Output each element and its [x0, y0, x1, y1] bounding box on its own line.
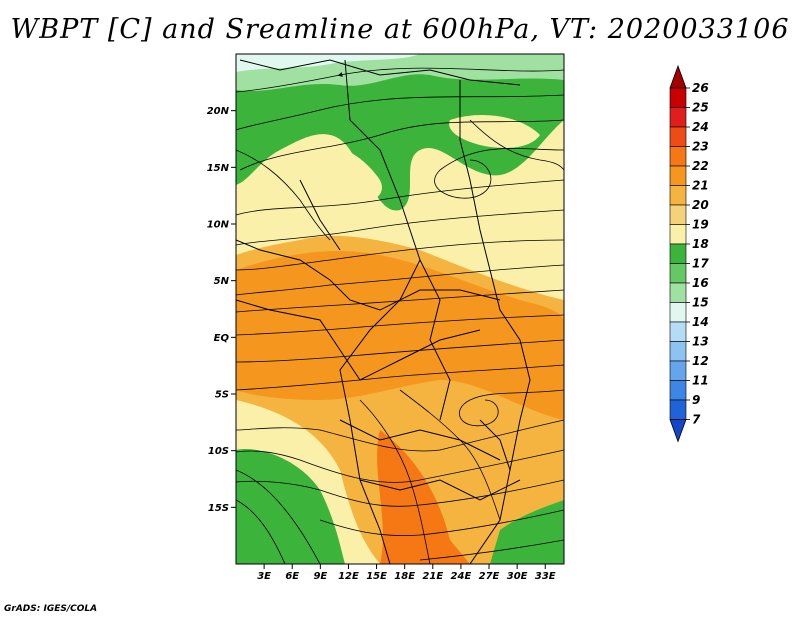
colorbar-segment — [669, 321, 687, 342]
lon-tick-label: 18E — [394, 571, 415, 582]
wbpt-field-22 — [377, 430, 470, 564]
lon-tick-label: 15E — [366, 571, 387, 582]
colorbar-label: 20 — [692, 198, 709, 212]
colorbar-label: 14 — [692, 315, 709, 329]
lat-tick-label: 5N — [214, 276, 230, 287]
colorbar-segment — [669, 360, 687, 381]
colorbar-label: 15 — [692, 296, 709, 310]
lat-tick-label: 10N — [207, 220, 230, 231]
wbpt-field-17-southwest — [236, 449, 345, 564]
lon-tick-label: 24E — [451, 571, 472, 582]
colorbar-label: 12 — [692, 354, 709, 368]
colorbar-segment — [669, 185, 687, 206]
map-frame — [235, 53, 565, 565]
lon-tick-label: 33E — [535, 571, 556, 582]
colorbar-segment — [669, 165, 687, 186]
colorbar-label: 22 — [692, 159, 709, 173]
lat-tick-label: 5S — [215, 390, 229, 401]
lat-tick-label: 20N — [207, 106, 230, 117]
lat-tick-label: 10S — [208, 446, 229, 457]
colorbar-segment — [669, 263, 687, 284]
map-field — [236, 54, 564, 564]
colorbar-top-arrow — [669, 64, 687, 89]
lon-tick-label: 27E — [479, 571, 500, 582]
wbpt-field-21 — [236, 250, 564, 420]
lon-tick-label: 12E — [338, 571, 359, 582]
colorbar-segment — [669, 282, 687, 303]
colorbar-label: 19 — [692, 218, 709, 232]
colorbar-bottom-arrow — [669, 419, 687, 443]
credit-text: GrADS: IGES/COLA — [4, 604, 98, 614]
wbpt-field-17 — [236, 54, 564, 211]
chart-title: WBPT [C] and Sreamline at 600hPa, VT: 20… — [10, 14, 790, 45]
lat-tick-label: 15N — [207, 163, 230, 174]
colorbar-label: 26 — [692, 81, 709, 95]
colorbar-label: 18 — [692, 237, 709, 251]
wbpt-field-17-southeast — [490, 500, 564, 564]
colorbar-label: 21 — [692, 179, 709, 193]
colorbar-label: 13 — [692, 335, 709, 349]
lon-tick-label: 30E — [507, 571, 528, 582]
colorbar-segment — [669, 126, 687, 147]
wbpt-field-19-intrusion-2 — [449, 115, 540, 148]
colorbar-label: 16 — [692, 276, 709, 290]
colorbar-label: 7 — [692, 413, 701, 427]
colorbar-segment — [669, 341, 687, 362]
lon-tick-label: 6E — [285, 571, 299, 582]
colorbar-label: 24 — [692, 120, 709, 134]
country-borders — [236, 59, 531, 564]
colorbar-segment — [669, 243, 687, 264]
colorbar-label: 25 — [692, 101, 709, 115]
lon-tick-label: 21E — [422, 571, 443, 582]
lon-tick-label: 3E — [257, 571, 271, 582]
colorbar-segment — [669, 107, 687, 128]
streamlines — [236, 67, 564, 564]
longitude-axis: 3E 6E 9E 12E 15E 18E 21E 24E 27E 30E 33E — [257, 564, 556, 582]
colorbar-segment — [669, 224, 687, 245]
colorbar-segment — [669, 146, 687, 167]
colorbar: 26 25 24 23 22 21 20 19 18 17 16 15 14 13 12 11 9 7 — [669, 64, 709, 443]
colorbar-label: 17 — [692, 257, 709, 271]
colorbar-segment — [669, 204, 687, 225]
colorbar-label: 11 — [692, 374, 709, 388]
latitude-axis: 20N 15N 10N 5N EQ 5S 10S 15S — [207, 106, 236, 514]
lat-tick-label: EQ — [214, 333, 230, 344]
colorbar-segment — [669, 87, 687, 108]
colorbar-segment — [669, 399, 687, 420]
lon-tick-label: 9E — [313, 571, 327, 582]
colorbar-segment — [669, 380, 687, 401]
wbpt-field-15 — [236, 54, 420, 72]
colorbar-label: 9 — [692, 393, 700, 407]
lat-tick-label: 15S — [208, 503, 229, 514]
colorbar-segment — [669, 302, 687, 323]
colorbar-label: 23 — [692, 140, 709, 154]
